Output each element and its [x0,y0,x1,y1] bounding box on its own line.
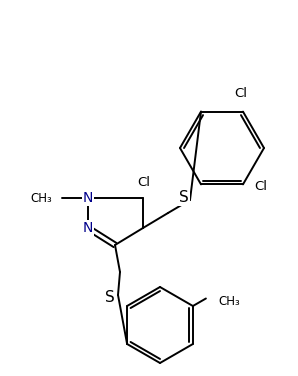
Text: N: N [83,221,93,235]
Text: CH₃: CH₃ [218,295,240,308]
Text: S: S [179,191,189,206]
Text: Cl: Cl [254,180,268,193]
Text: CH₃: CH₃ [30,191,52,205]
Text: S: S [105,290,115,305]
Text: Cl: Cl [235,87,248,100]
Text: N: N [83,191,93,205]
Text: Cl: Cl [137,176,150,188]
